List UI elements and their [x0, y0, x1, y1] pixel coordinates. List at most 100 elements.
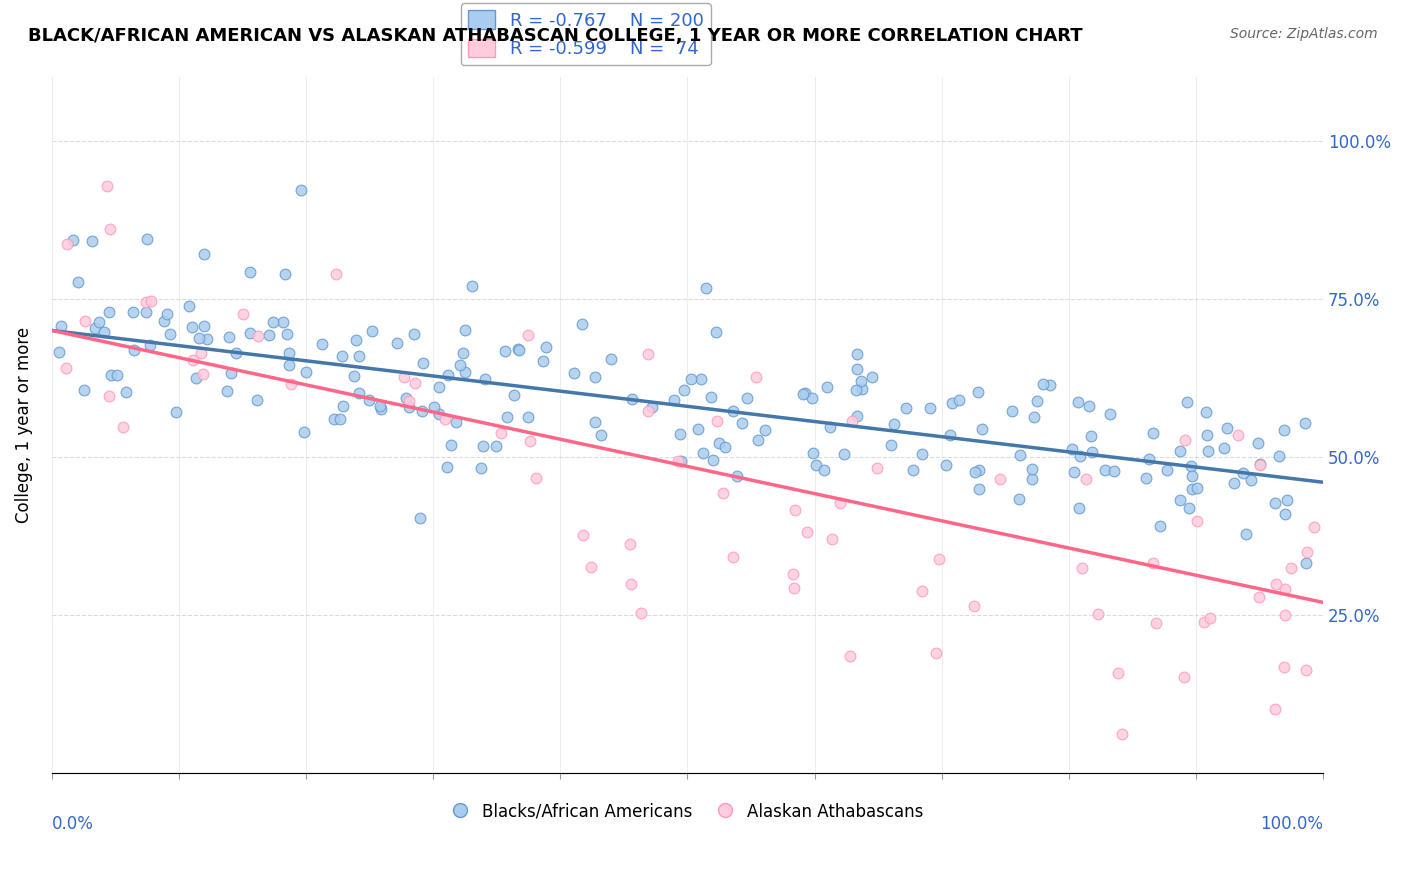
Point — [105, 368, 128, 382]
Point — [62, 233, 84, 247]
Point — [860, 370, 883, 384]
Point — [100, 368, 122, 383]
Point — [246, 393, 269, 408]
Point — [830, 496, 852, 510]
Point — [637, 403, 659, 417]
Point — [782, 567, 804, 582]
Point — [80, 234, 103, 248]
Point — [841, 414, 863, 428]
Point — [98, 305, 121, 319]
Point — [813, 463, 835, 477]
Point — [271, 315, 294, 329]
Point — [1111, 727, 1133, 741]
Point — [671, 454, 693, 468]
Point — [75, 314, 97, 328]
Point — [1247, 435, 1270, 450]
Point — [239, 264, 262, 278]
Point — [620, 392, 643, 406]
Point — [329, 411, 352, 425]
Point — [583, 370, 606, 384]
Point — [723, 549, 745, 564]
Point — [1180, 458, 1202, 473]
Point — [276, 326, 298, 341]
Point — [1178, 500, 1201, 515]
Point — [454, 322, 477, 336]
Point — [1249, 458, 1271, 473]
Point — [87, 315, 110, 329]
Point — [1294, 417, 1316, 431]
Point — [138, 338, 160, 352]
Point — [519, 434, 541, 449]
Point — [349, 350, 371, 364]
Point — [637, 347, 659, 361]
Point — [1107, 666, 1129, 681]
Point — [1144, 616, 1167, 631]
Point — [903, 462, 925, 476]
Point — [1277, 492, 1299, 507]
Point — [177, 299, 200, 313]
Point — [1156, 463, 1178, 477]
Point — [470, 461, 492, 475]
Point — [1010, 448, 1032, 462]
Point — [98, 389, 121, 403]
Point — [800, 392, 823, 406]
Point — [112, 419, 135, 434]
Point — [1212, 441, 1234, 455]
Point — [1234, 527, 1257, 541]
Point — [704, 325, 727, 339]
Point — [883, 417, 905, 432]
Point — [190, 346, 212, 360]
Point — [49, 319, 72, 334]
Point — [838, 648, 860, 663]
Point — [1268, 449, 1291, 463]
Point — [600, 352, 623, 367]
Point — [1173, 670, 1195, 684]
Point — [524, 471, 547, 485]
Point — [641, 401, 664, 415]
Point — [1274, 582, 1296, 596]
Point — [1222, 475, 1244, 490]
Point — [357, 392, 380, 407]
Point — [368, 399, 391, 413]
Point — [1071, 560, 1094, 574]
Point — [402, 326, 425, 341]
Point — [735, 391, 758, 405]
Point — [1181, 482, 1204, 496]
Point — [972, 421, 994, 435]
Point — [332, 399, 354, 413]
Point — [1239, 473, 1261, 487]
Point — [323, 412, 346, 426]
Point — [818, 419, 841, 434]
Point — [409, 511, 432, 525]
Point — [1069, 450, 1091, 464]
Point — [360, 324, 382, 338]
Point — [589, 428, 612, 442]
Point — [935, 458, 957, 472]
Point — [1303, 520, 1326, 534]
Point — [1021, 472, 1043, 486]
Point — [911, 584, 934, 599]
Point — [1295, 556, 1317, 570]
Point — [412, 355, 434, 369]
Point — [225, 346, 247, 360]
Point — [845, 409, 868, 424]
Point — [344, 333, 367, 347]
Point — [688, 422, 710, 436]
Point — [461, 278, 484, 293]
Point — [485, 439, 508, 453]
Point — [294, 366, 316, 380]
Point — [796, 525, 818, 540]
Point — [1135, 471, 1157, 485]
Point — [1226, 428, 1249, 442]
Point — [920, 401, 942, 415]
Point — [98, 221, 121, 235]
Point — [1077, 399, 1099, 413]
Point — [1274, 507, 1296, 521]
Point — [534, 340, 557, 354]
Point — [1174, 433, 1197, 447]
Point — [1094, 463, 1116, 477]
Point — [1274, 423, 1296, 437]
Point — [692, 446, 714, 460]
Legend: Blacks/African Americans, Alaskan Athabascans: Blacks/African Americans, Alaskan Athaba… — [444, 796, 929, 828]
Point — [84, 321, 107, 335]
